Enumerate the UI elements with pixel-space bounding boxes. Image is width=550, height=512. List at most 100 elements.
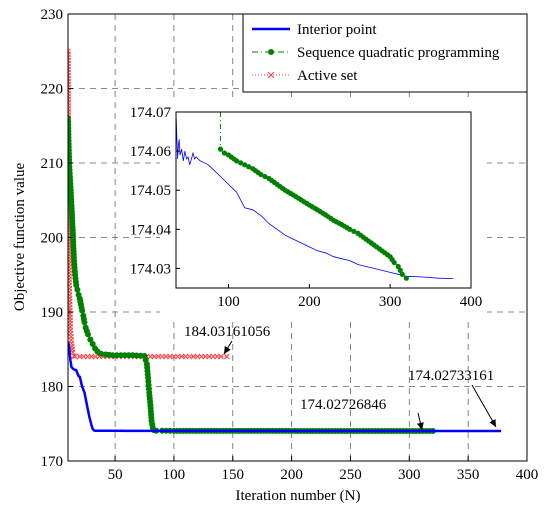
inset-sqp-marker (304, 200, 310, 206)
inset-sqp-marker (336, 220, 342, 226)
sqp-point (74, 286, 81, 293)
y-tick-label: 170 (41, 454, 64, 470)
inset-sqp-marker (344, 225, 350, 231)
sqp-marker (125, 352, 132, 359)
annotation-arrow (471, 384, 497, 428)
inset-sqp-marker (231, 156, 237, 162)
sqp-marker (137, 352, 144, 359)
inset-sqp-point (221, 150, 228, 156)
sqp-marker (70, 251, 77, 258)
sqp-marker (147, 398, 154, 405)
active-set-point (178, 353, 185, 360)
inset-sqp-marker (279, 185, 286, 191)
inset-sqp-marker (320, 210, 326, 216)
inset-interior-point-line (176, 112, 454, 279)
annotation-label: 174.02726846 (300, 397, 387, 413)
inset-sqp-marker (360, 234, 366, 240)
active-set-point (202, 353, 209, 360)
active-set-point (224, 353, 230, 360)
inset-y-tick-label: 174.07 (130, 105, 172, 121)
inset-sqp-point (399, 271, 405, 277)
inset-sqp-point (217, 146, 224, 152)
sqp-marker (80, 316, 87, 323)
inset-sqp-marker (271, 179, 277, 185)
y-tick-label: 220 (41, 82, 64, 98)
legend: Interior point Sequence quadratic progra… (242, 13, 528, 93)
inset-sqp-marker (255, 170, 261, 176)
sqp-point (97, 350, 104, 357)
sqp-point (89, 341, 96, 348)
y-axis-label: Objective function value (12, 163, 28, 312)
x-tick-label: 300 (398, 467, 421, 483)
sqp-marker (78, 304, 85, 311)
sqp-marker (68, 199, 75, 206)
sqp-marker (148, 414, 155, 421)
sqp-marker (71, 268, 78, 275)
inset-sqp-marker (262, 173, 268, 180)
y-tick-label: 210 (41, 156, 64, 172)
x-tick-label: 400 (516, 467, 539, 483)
sqp-point (109, 352, 116, 359)
x-tick-label: 350 (457, 467, 480, 483)
inset-sqp-marker (376, 246, 383, 252)
y-tick-label: 230 (41, 7, 64, 23)
annotation-group: 184.03161056 174.02726846 174.02733161 (184, 324, 497, 431)
inset-ticks: 100 200 300 400 174.03 174.04 174.05 174.06 174.… (130, 105, 483, 310)
inset-plot-frame (175, 111, 472, 289)
x-tick-label: 50 (108, 467, 123, 483)
y-tick-label: 200 (41, 231, 64, 247)
inset-sqp-marker (384, 252, 391, 258)
inset-chart: 100 200 300 400 174.03 174.04 174.05 174.06 174.… (130, 100, 487, 320)
sqp-point (87, 336, 94, 343)
active-set-point (68, 276, 73, 283)
inset-sqp-point (395, 263, 401, 270)
legend-box (242, 13, 528, 93)
active-set-point (214, 353, 220, 360)
inset-y-tick-label: 174.03 (130, 261, 171, 277)
annotation-arrowhead (489, 419, 496, 427)
x-tick-label: 150 (222, 467, 245, 483)
annotation-arrowhead (416, 422, 424, 430)
inset-sqp-marker (328, 215, 334, 222)
sqp-marker (68, 177, 74, 184)
inset-sqp-marker (295, 195, 302, 201)
annotation-label: 174.02733161 (408, 368, 494, 384)
inset-y-tick-label: 174.04 (130, 222, 172, 238)
x-tick-label: 200 (280, 467, 303, 483)
legend-marker-sqp (268, 49, 274, 55)
x-tick-label: 100 (163, 467, 186, 483)
active-set-point (155, 353, 162, 360)
inset-sqp-point (403, 275, 409, 281)
sqp-marker (142, 357, 149, 364)
inset-series-group (176, 112, 454, 281)
inset-y-tick-label: 174.06 (130, 144, 172, 160)
inset-sqp-marker (368, 240, 374, 246)
active-set-point (167, 353, 173, 360)
inset-x-tick-label: 200 (298, 294, 321, 310)
inset-sqp-marker (246, 164, 252, 170)
annotation-label: 184.03161056 (184, 324, 271, 340)
active-set-point (68, 320, 74, 327)
sqp-marker (144, 371, 151, 378)
sqp-marker (149, 421, 156, 428)
inset-y-tick-label: 174.05 (130, 183, 171, 199)
inset-background (160, 100, 487, 320)
x-tick-label: 250 (339, 467, 362, 483)
sqp-marker (72, 278, 79, 285)
inset-sqp-marker (238, 160, 244, 166)
legend-label-interior-point: Interior point (297, 22, 377, 38)
sqp-marker (69, 223, 76, 230)
active-set-point (84, 353, 91, 360)
legend-marker-active-set (267, 71, 275, 79)
active-set-point (190, 353, 197, 360)
inset-sqp-marker (389, 257, 395, 263)
legend-label-active-set: Active set (297, 68, 358, 84)
main-ticks: 50 100 150 200 250 300 350 400 170 180 190 200 210 22… (41, 7, 539, 483)
sqp-marker (83, 327, 90, 334)
inset-x-tick-label: 100 (217, 294, 240, 310)
inset-sqp-marker (397, 267, 403, 273)
inset-sqp-marker (351, 228, 357, 234)
inset-sqp-marker (312, 205, 318, 211)
annotation-arrowhead (224, 346, 231, 354)
